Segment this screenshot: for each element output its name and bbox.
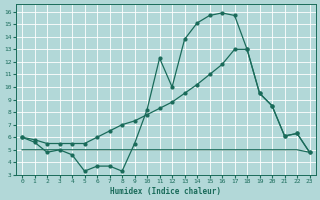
X-axis label: Humidex (Indice chaleur): Humidex (Indice chaleur)	[110, 187, 221, 196]
